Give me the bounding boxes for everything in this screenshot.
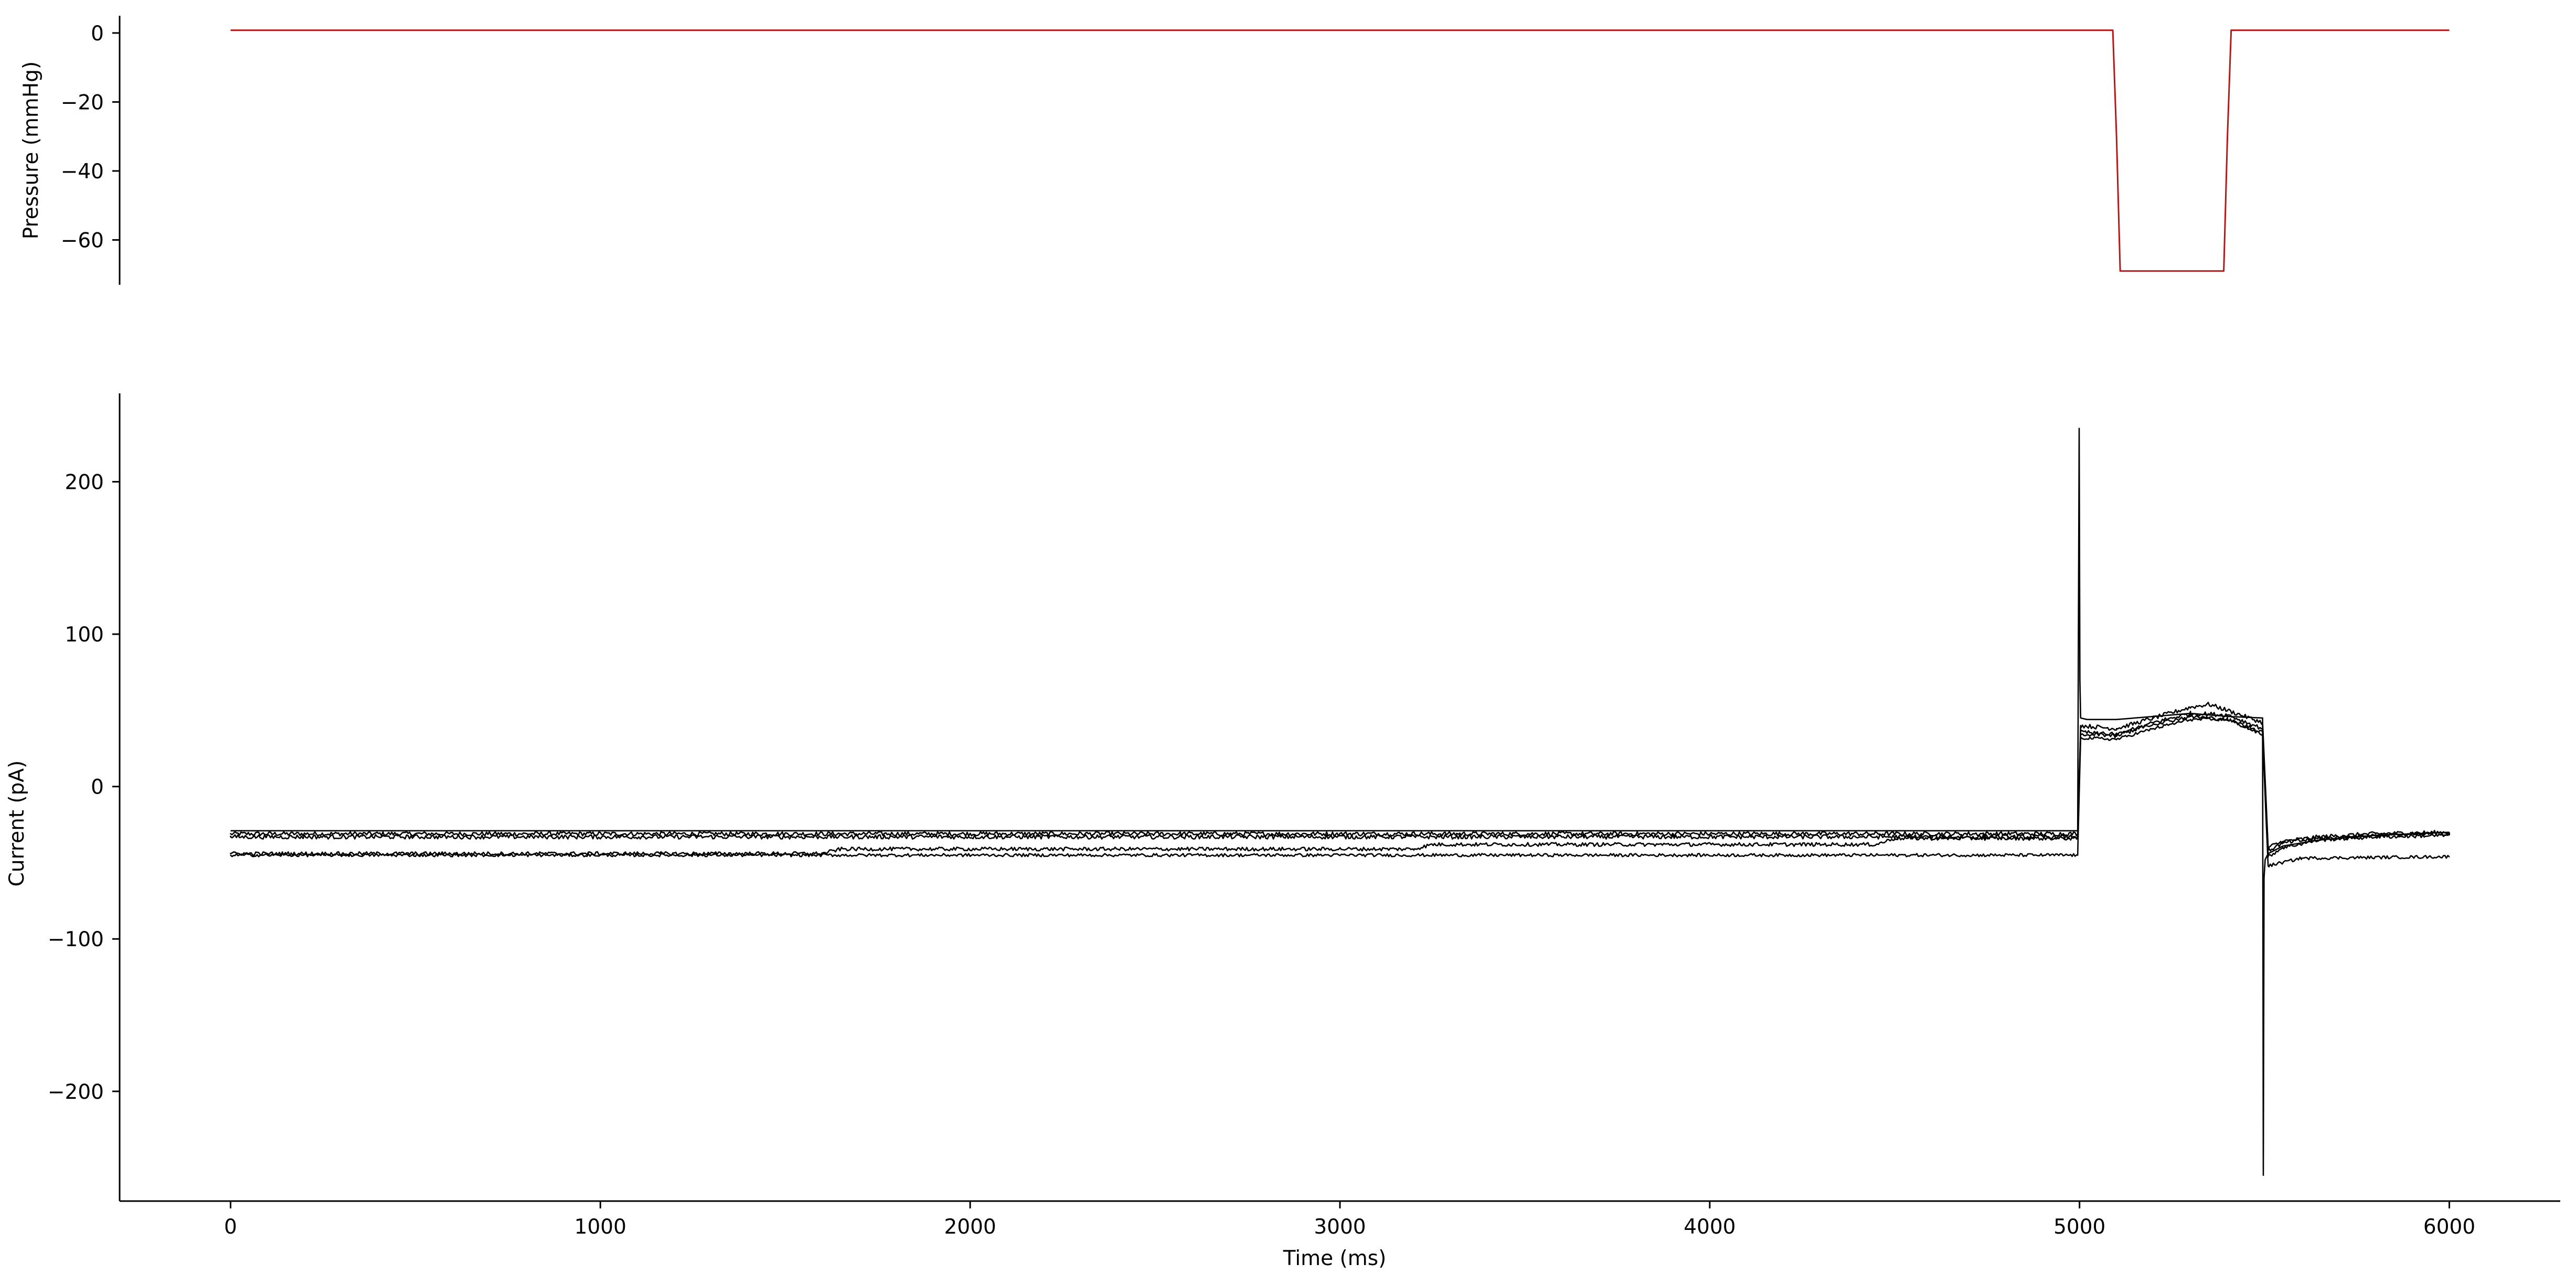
current-trace-2 <box>230 701 2450 849</box>
current-y-ticks: 200 100 0 −100 −200 <box>48 471 120 1104</box>
current-y-tick-label: 200 <box>65 471 104 495</box>
time-x-axis-label: Time (ms) <box>1283 1247 1387 1270</box>
time-x-tick-label: 2000 <box>944 1215 996 1239</box>
time-x-ticks: 0 1000 2000 3000 4000 5000 6000 <box>224 1201 2475 1239</box>
pressure-panel: 0 −20 −40 −60 Pressure (mmHg) <box>19 16 2450 285</box>
time-x-tick-label: 0 <box>224 1215 237 1239</box>
time-x-tick-label: 5000 <box>2053 1215 2105 1239</box>
current-y-axis-label: Current (pA) <box>5 761 29 887</box>
current-y-tick-label: −200 <box>48 1080 104 1104</box>
time-x-tick-label: 3000 <box>1314 1215 1366 1239</box>
time-x-tick-label: 1000 <box>574 1215 626 1239</box>
pressure-y-tick-label: −40 <box>61 160 104 184</box>
pressure-trace-1 <box>230 29 2450 272</box>
current-y-tick-label: −100 <box>48 928 104 951</box>
current-trace-5 <box>230 717 2450 868</box>
current-y-tick-label: 0 <box>91 776 104 799</box>
current-traces <box>230 427 2450 1176</box>
current-trace-3 <box>230 711 2450 852</box>
pressure-y-ticks: 0 −20 −40 −60 <box>61 22 120 253</box>
pressure-y-tick-label: −20 <box>61 91 104 114</box>
current-trace-4 <box>230 714 2450 858</box>
pressure-y-tick-label: −60 <box>61 229 104 253</box>
time-x-tick-label: 6000 <box>2423 1215 2475 1239</box>
pressure-y-tick-label: 0 <box>91 22 104 46</box>
pressure-traces <box>230 29 2450 272</box>
pressure-y-axis-label: Pressure (mmHg) <box>19 61 43 239</box>
time-x-tick-label: 4000 <box>1684 1215 1736 1239</box>
current-y-tick-label: 100 <box>65 623 104 647</box>
